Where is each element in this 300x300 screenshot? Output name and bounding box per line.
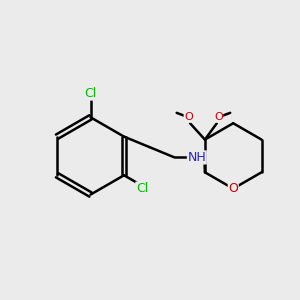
Text: O: O bbox=[228, 182, 238, 195]
Text: Cl: Cl bbox=[136, 182, 148, 195]
Text: O: O bbox=[214, 112, 223, 122]
Text: O: O bbox=[184, 112, 193, 122]
Text: Cl: Cl bbox=[84, 87, 97, 100]
Text: NH: NH bbox=[188, 151, 206, 164]
